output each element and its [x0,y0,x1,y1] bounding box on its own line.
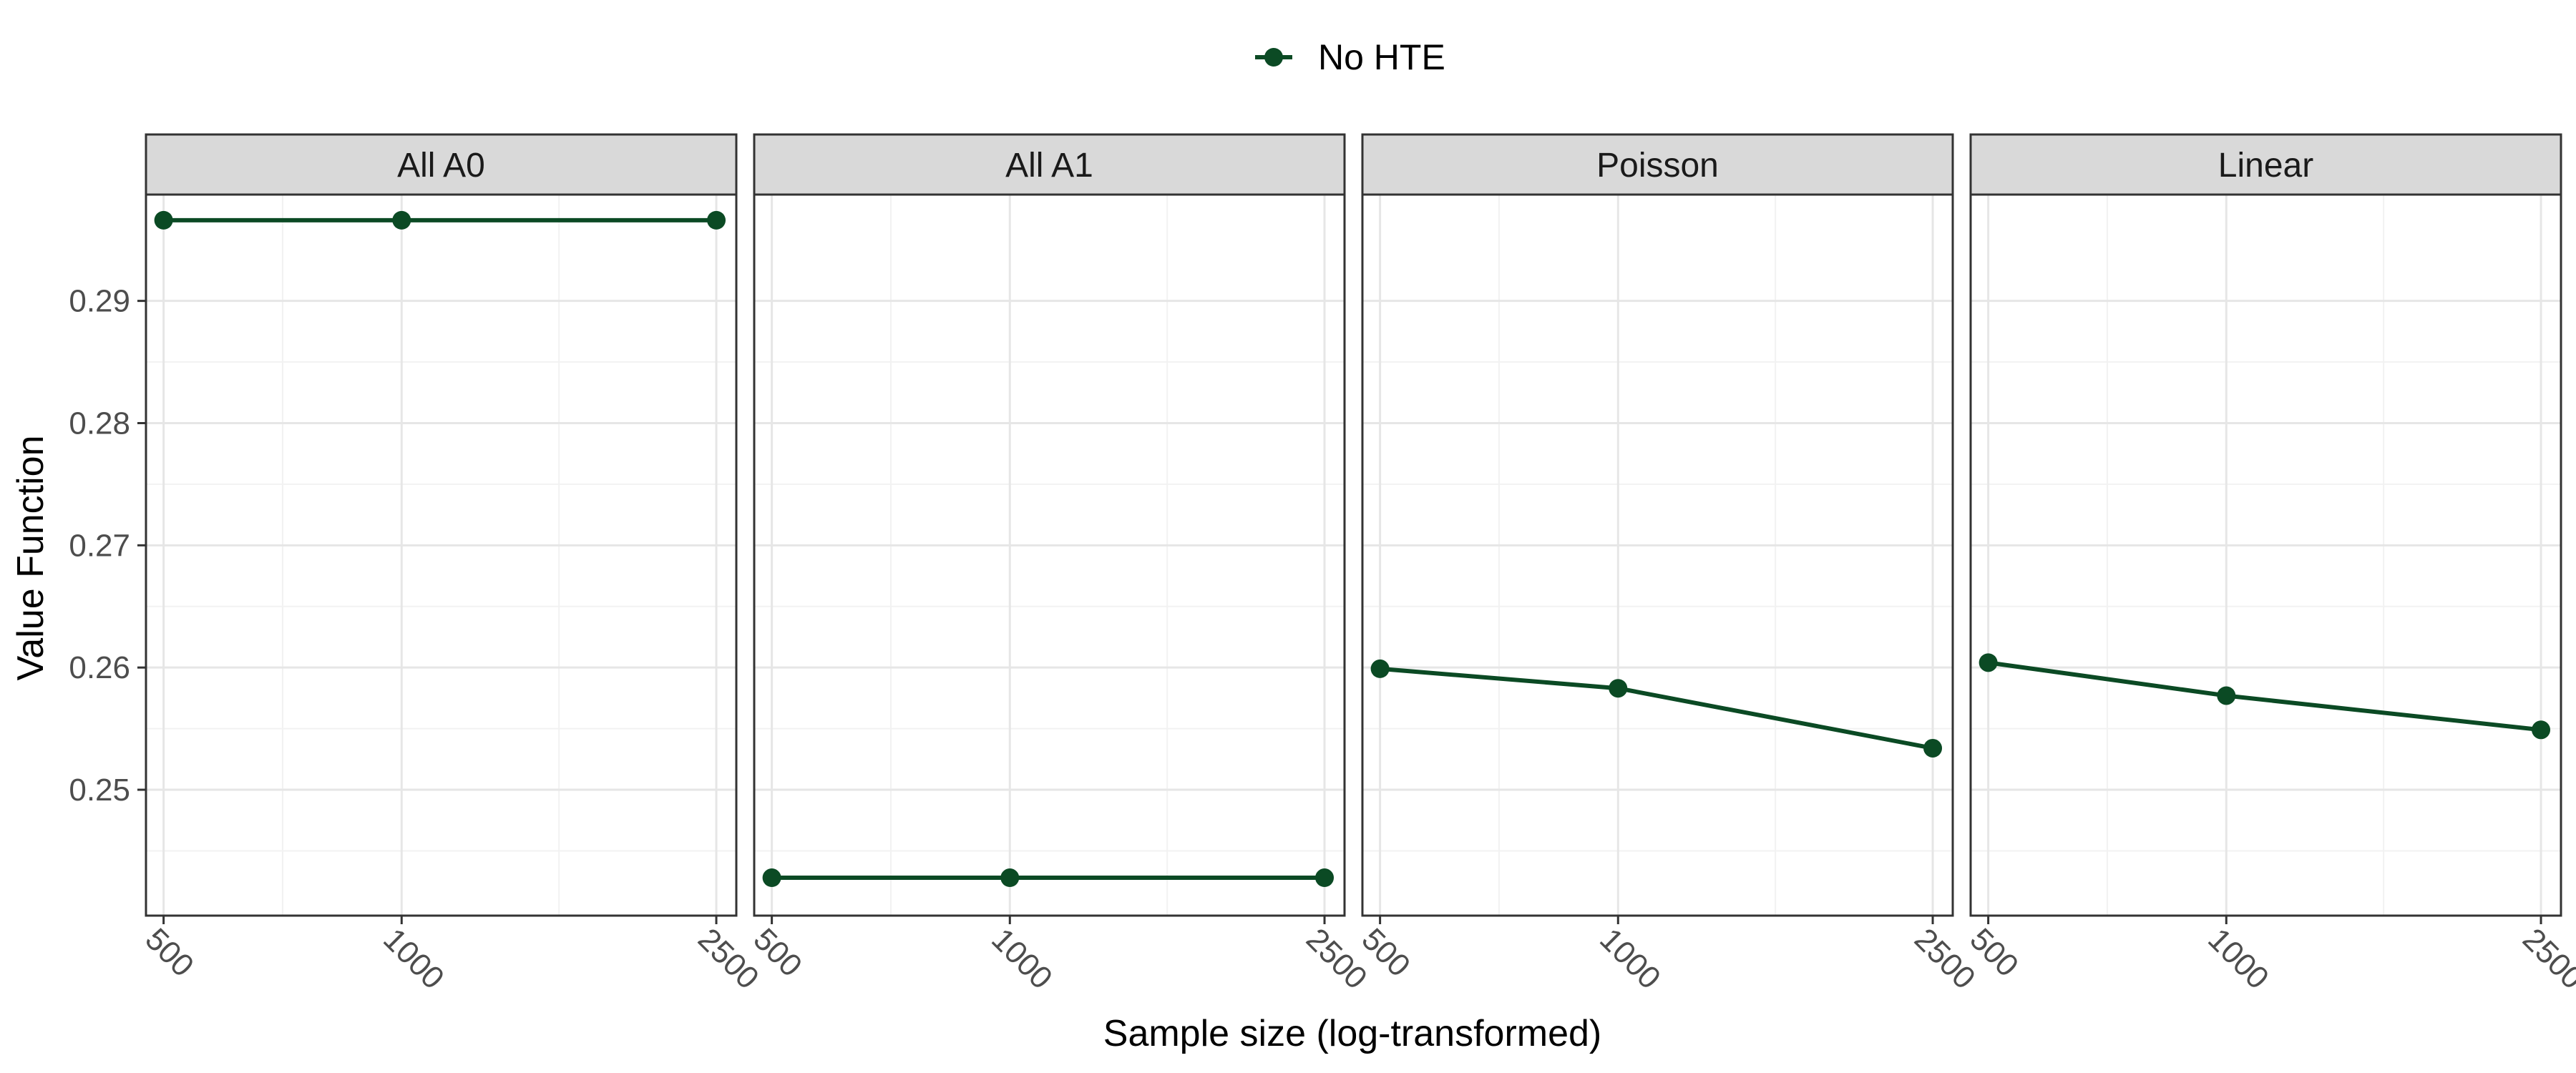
data-point [1979,653,1998,672]
panel-background [146,195,736,916]
panel-background [1971,195,2561,916]
x-tick-label: 2500 [1299,921,1374,996]
legend-label: No HTE [1318,37,1445,77]
panel-background [754,195,1345,916]
x-tick-label: 1000 [985,921,1059,996]
y-tick-label: 0.29 [69,284,130,319]
x-tick-label: 1000 [1593,921,1667,996]
data-point [1000,868,1020,888]
panel-0: All A0 500 1000 2500 [139,133,766,996]
legend: No HTE [1255,37,1445,77]
x-tick-label: 2500 [2516,921,2576,996]
y-tick-label: 0.25 [69,773,130,808]
data-point [154,210,173,230]
data-point [1370,659,1390,678]
facet-strip [145,133,738,196]
x-tick-label: 2500 [1908,921,1982,996]
y-axis: 0.25 0.26 0.27 0.28 0.29 [69,284,146,808]
facet-title: All A0 [397,147,485,185]
y-tick-label: 0.28 [69,406,130,441]
x-tick-label: 1000 [2201,921,2275,996]
x-tick-label: 1000 [376,921,451,996]
data-point [1923,738,1943,758]
facet-strip [1361,133,1954,196]
facet-strip [1969,133,2562,196]
y-tick-label: 0.26 [69,650,130,685]
chart-panels: All A0 500 1000 2500 All A1 500 1000 2500 Poisso… [139,133,2576,996]
x-tick-label: 2500 [691,921,766,996]
x-tick-label: 500 [139,921,201,984]
data-point [707,210,726,230]
data-point [392,210,411,230]
data-point [1609,679,1628,698]
facet-title: All A1 [1005,147,1093,185]
legend-key-point [1264,48,1283,67]
data-point [762,868,781,888]
panel-background [1362,195,1953,916]
facet-title: Poisson [1596,147,1719,185]
facet-title: Linear [2218,147,2313,185]
y-axis-title: Value Function [10,435,52,680]
data-point [1315,868,1335,888]
x-axis-title: Sample size (log-transformed) [1103,1013,1601,1054]
y-tick-label: 0.27 [69,528,130,563]
facet-strip [753,133,1346,196]
data-point [2217,686,2236,705]
data-point [2532,720,2551,740]
